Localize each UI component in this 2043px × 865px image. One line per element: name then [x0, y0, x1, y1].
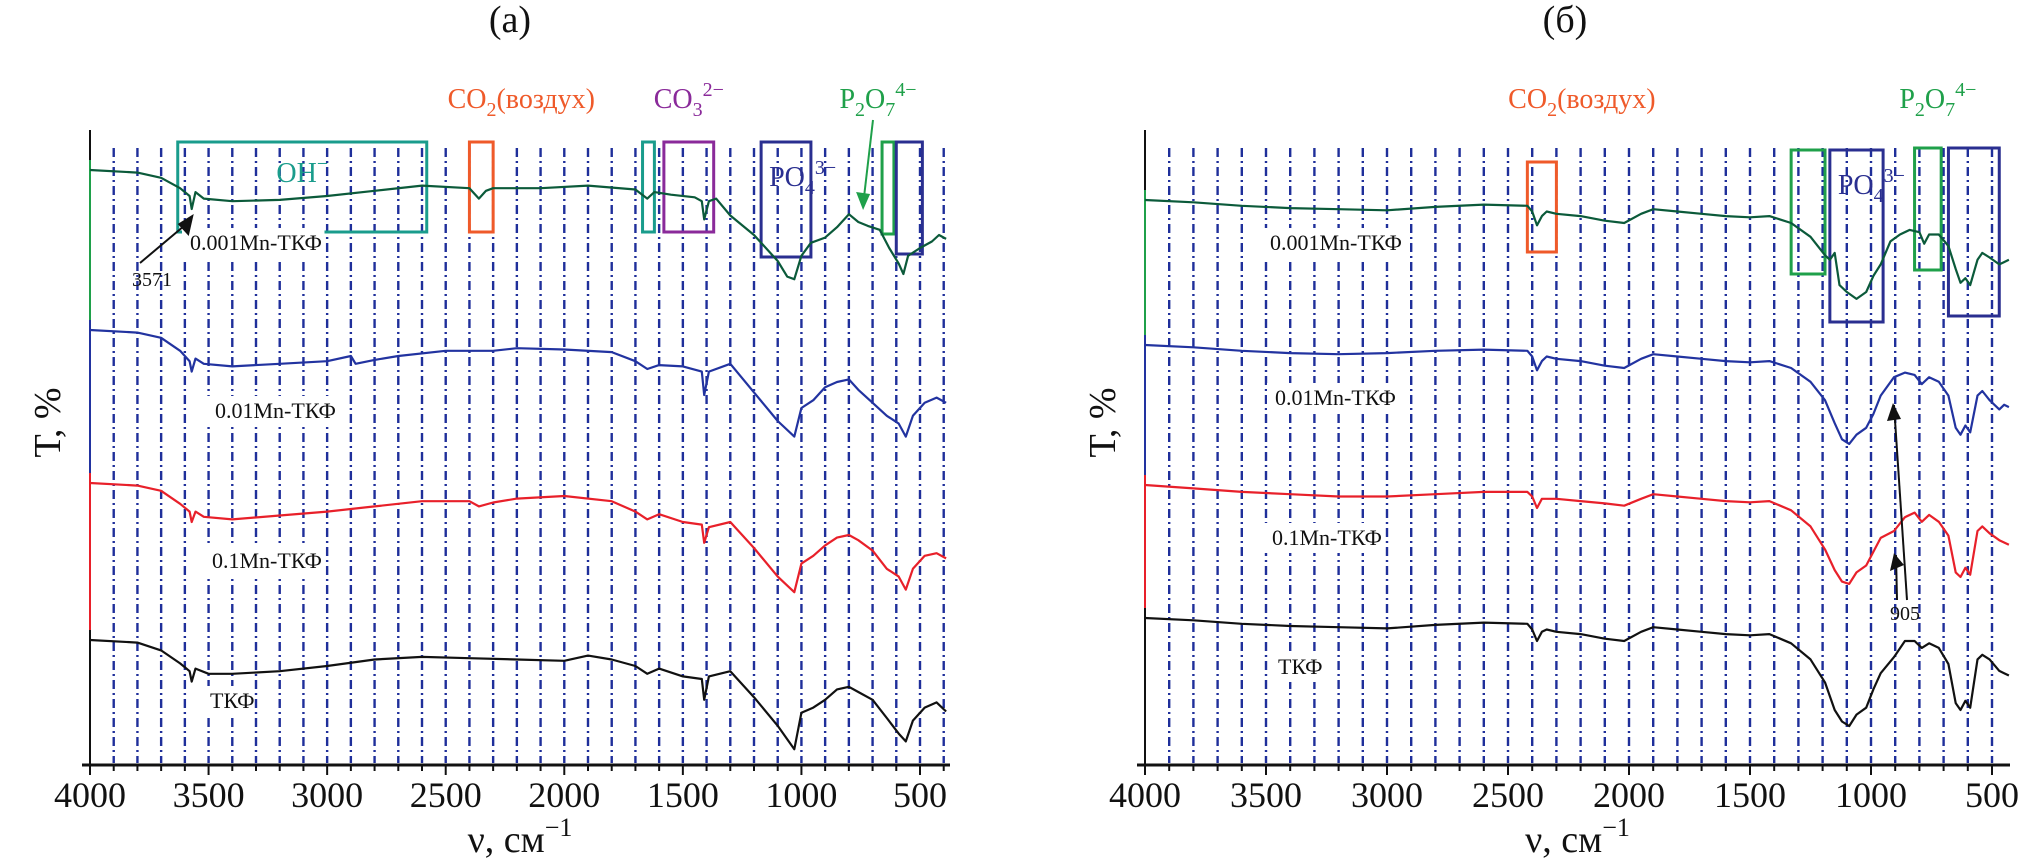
x-axis-title: ν, см−1	[468, 813, 573, 861]
annotation-box	[1789, 148, 1827, 276]
series-label-bg	[1270, 652, 1321, 682]
x-tick-label: 3500	[173, 775, 245, 815]
arrow-head-icon	[856, 192, 871, 210]
y-axis-title: Т, %	[1082, 387, 1124, 457]
series-line	[89, 168, 947, 281]
annotation-box	[880, 140, 896, 236]
annotation-box	[759, 140, 813, 259]
series-label-bg	[1264, 523, 1384, 553]
annotation-box	[467, 140, 495, 234]
grid-lines	[112, 148, 945, 763]
x-tick-label: 1500	[1714, 775, 1786, 815]
arrow-head-icon	[177, 214, 194, 236]
x-tick-label: 1000	[1835, 775, 1907, 815]
x-tick-label: 2500	[410, 775, 482, 815]
series-label-bg	[1262, 228, 1405, 258]
series-line	[1144, 343, 2010, 445]
series-line	[89, 481, 947, 594]
series-label: 0.001Mn-ТКФ	[1270, 230, 1402, 255]
x-axis: 4000 3500 3000 2500 2000 1500 1000 500	[1109, 763, 2019, 815]
series-label: ТКФ	[1278, 654, 1323, 679]
x-tick-label: 3000	[291, 775, 363, 815]
series-line	[1144, 483, 2010, 585]
series-label: 0.001Mn-ТКФ	[190, 230, 322, 255]
x-tick-label: 4000	[1109, 775, 1181, 815]
series-line	[1144, 198, 2010, 300]
peak-label: 3571	[132, 269, 172, 291]
series-label-bg	[182, 228, 325, 258]
panel-label: (a)	[489, 0, 531, 41]
x-tick-label: 1500	[647, 775, 719, 815]
series-label: 0.01Mn-ТКФ	[1275, 385, 1396, 410]
peak-label: 905	[1890, 603, 1920, 625]
panel-b: (б) CO2(воздух) PO43− P2O74− Т, % 4000 3500 300…	[1082, 0, 2019, 861]
series-line	[89, 328, 947, 438]
annotation-label: CO2(воздух)	[448, 84, 595, 121]
annotation-label: CO2(воздух)	[1508, 84, 1655, 121]
annotation-label: PO43−	[1838, 165, 1905, 207]
annotation-box	[1913, 146, 1943, 272]
x-tick-label: 4000	[54, 775, 126, 815]
annotation-box	[641, 140, 656, 234]
annotation-label: P2O74−	[839, 79, 916, 121]
series-label: ТКФ	[210, 688, 255, 713]
arrow-head-icon	[1886, 403, 1901, 421]
x-tick-label: 3000	[1351, 775, 1423, 815]
panel-label: (б)	[1543, 0, 1588, 41]
panel-a: (a) OH− CO2(воздух) CO32− PO43−P2O74− Т, % 400…	[27, 0, 950, 861]
series-line	[89, 638, 947, 751]
x-axis-title: ν, см−1	[1525, 813, 1630, 861]
annotation-box	[894, 140, 924, 256]
annotation-box	[1828, 148, 1885, 324]
series-label-bg	[204, 546, 324, 576]
series-label: 0.1Mn-ТКФ	[212, 548, 322, 573]
annotation-label: OH−	[276, 153, 328, 189]
x-tick-label: 2000	[528, 775, 600, 815]
annotation-arrow	[862, 119, 874, 206]
series-label-bg	[202, 686, 253, 716]
x-tick-label: 2000	[1593, 775, 1665, 815]
x-tick-label: 2500	[1472, 775, 1544, 815]
series-label-bg	[207, 396, 338, 426]
annotation-label: P2O74−	[1899, 79, 1976, 121]
annotation-label: PO43−	[769, 157, 836, 199]
annotation-box	[662, 140, 716, 234]
annotation-box	[1946, 146, 2001, 318]
series-label: 0.01Mn-ТКФ	[215, 398, 336, 423]
y-axis-title: Т, %	[27, 387, 69, 457]
annotation-label: CO32−	[654, 79, 724, 121]
series-label-bg	[1267, 383, 1398, 413]
x-tick-label: 1000	[765, 775, 837, 815]
arrow-head-icon	[1889, 553, 1904, 571]
peak-arrow	[1892, 404, 1908, 601]
x-tick-label: 500	[1965, 775, 2019, 815]
series-line	[1144, 616, 2010, 728]
series-label: 0.1Mn-ТКФ	[1272, 525, 1382, 550]
peak-arrow	[139, 221, 190, 264]
x-axis: 4000 3500 3000 2500 2000 1500 1000 500	[54, 763, 950, 815]
x-tick-label: 3500	[1230, 775, 1302, 815]
x-tick-label: 500	[893, 775, 947, 815]
